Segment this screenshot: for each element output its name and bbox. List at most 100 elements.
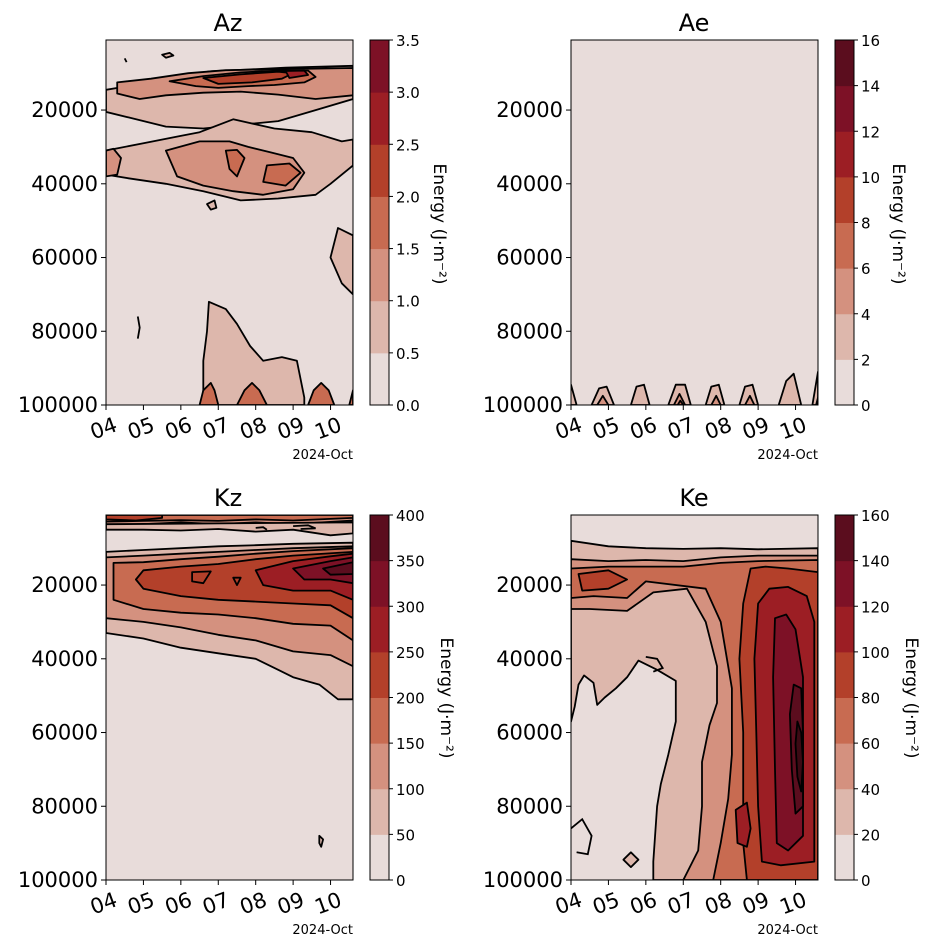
contour-band-level-3 — [262, 162, 302, 187]
contour-band-level-3 — [676, 399, 685, 405]
panel-title: Ae — [679, 9, 710, 37]
contour-band-level-1 — [329, 227, 353, 296]
colorbar-swatch — [835, 268, 854, 315]
colorbar-swatch — [370, 651, 389, 698]
colorbar-tick-label: 300 — [396, 598, 425, 616]
colorbar-tick-label: 2 — [861, 351, 871, 369]
colorbar-frame — [369, 39, 390, 406]
y-tick-label: 40000 — [496, 647, 563, 671]
colorbar-swatch — [835, 560, 854, 607]
colorbar-tick-label: 0 — [861, 872, 871, 890]
colorbar-swatch — [370, 248, 389, 302]
y-tick-label: 100000 — [18, 868, 98, 892]
y-tick-label: 80000 — [496, 794, 563, 818]
colorbar-swatch — [835, 788, 854, 835]
colorbar-tick-label: 350 — [396, 553, 425, 571]
contour-band-level-5 — [284, 69, 309, 79]
colorbar-swatch — [370, 743, 389, 790]
colorbar-tick-label: 40 — [861, 781, 880, 799]
colorbar-swatch — [835, 515, 854, 562]
contour-band-level-2 — [596, 394, 610, 405]
contour-band-level-1 — [318, 834, 324, 848]
colorbar-label: Energy (J·m⁻²) — [436, 638, 456, 759]
colorbar-tick-label: 1.0 — [396, 293, 420, 311]
y-tick-label: 20000 — [496, 573, 563, 597]
contour-line — [123, 57, 128, 63]
colorbar-tick-label: 60 — [861, 735, 880, 753]
colorbar-swatch — [835, 176, 854, 223]
colorbar-swatch — [370, 560, 389, 607]
colorbar-tick-label: 100 — [861, 644, 890, 662]
colorbar-swatch — [370, 515, 389, 562]
colorbar-tick-label: 140 — [861, 553, 890, 571]
contour-band-level-1 — [811, 370, 818, 405]
colorbar-swatch — [370, 352, 389, 406]
panel-title: Az — [213, 9, 242, 37]
contour-band-level-6 — [292, 556, 353, 585]
colorbar-tick-label: 80 — [861, 690, 880, 708]
contour-band-level-1 — [161, 52, 175, 59]
colorbar-tick-label: 10 — [861, 169, 880, 187]
contour-band-level-1 — [704, 383, 726, 405]
colorbar-tick-label: 3.5 — [396, 32, 420, 50]
y-tick-label: 80000 — [496, 319, 563, 343]
colorbar-swatch — [370, 40, 389, 93]
contour-band-level-1 — [106, 521, 353, 537]
x-offset-label: 2024-Oct — [757, 923, 818, 938]
colorbar-swatch — [370, 196, 389, 250]
y-tick-label: 60000 — [496, 246, 563, 270]
contour-band-level-4 — [232, 576, 242, 586]
panel-title: Ke — [679, 484, 708, 512]
colorbar-swatch — [835, 651, 854, 698]
y-tick-label: 100000 — [483, 868, 563, 892]
contour-plot-area — [105, 514, 354, 881]
colorbar-swatch — [835, 313, 854, 360]
contour-band-level-4 — [106, 515, 163, 522]
colorbar-swatch — [370, 788, 389, 835]
colorbar-tick-label: 250 — [396, 644, 425, 662]
contour-plot-area — [570, 39, 819, 406]
colorbar-label: Energy (J·m⁻²) — [429, 164, 449, 285]
colorbar-swatch — [835, 85, 854, 132]
contour-band-level-1 — [571, 383, 578, 405]
contour-band-level-2 — [106, 147, 122, 178]
x-offset-label: 2024-Oct — [757, 448, 818, 463]
colorbar-swatch — [835, 743, 854, 790]
colorbar-tick-label: 0 — [396, 872, 406, 890]
y-tick-label: 60000 — [31, 246, 98, 270]
contour-line — [255, 526, 268, 531]
contour-plot-area — [105, 39, 354, 406]
plot-frame — [570, 514, 819, 881]
contour-band-level-3 — [106, 515, 353, 523]
contour-band-level-1 — [202, 300, 306, 405]
contour-band-level-4 — [577, 569, 628, 592]
panel-title: Kz — [214, 484, 242, 512]
contour-band-level-3 — [307, 382, 336, 405]
colorbar-tick-label: 8 — [861, 215, 871, 233]
y-axis: 20000 40000 60000 80000 100000 — [18, 573, 106, 892]
contour-band-level-1 — [622, 851, 640, 868]
colorbar-tick-label: 50 — [396, 826, 415, 844]
contour-line — [571, 817, 593, 856]
contour-band-level-8 — [794, 720, 804, 793]
contour-band-level-3 — [348, 389, 353, 405]
y-tick-label: 100000 — [18, 393, 98, 417]
colorbar-tick-label: 16 — [861, 32, 880, 50]
colorbar: 0 50 100 150 200 250 300 350 400 — [369, 507, 425, 890]
plot-frame — [105, 39, 354, 406]
colorbar-tick-label: 0 — [861, 397, 871, 415]
colorbar-tick-label: 12 — [861, 123, 880, 141]
y-axis: 20000 40000 60000 80000 100000 — [483, 573, 571, 892]
colorbar-swatch — [835, 131, 854, 178]
colorbar-swatch — [370, 606, 389, 653]
colorbar: 0 20 40 60 80 100 120 140 160 — [834, 507, 890, 890]
colorbar-tick-label: 100 — [396, 781, 425, 799]
contour-band-level-1 — [630, 383, 651, 405]
colorbar-swatch — [835, 222, 854, 269]
colorbar-tick-label: 1.5 — [396, 241, 420, 259]
y-tick-label: 20000 — [31, 98, 98, 122]
